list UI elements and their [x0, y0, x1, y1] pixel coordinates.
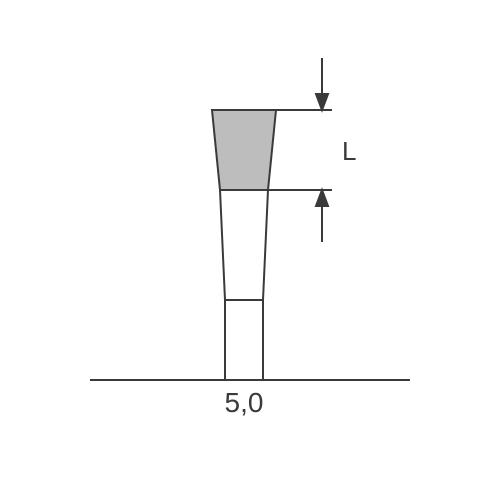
arrowhead-top: [316, 94, 328, 110]
arrowhead-bottom: [316, 190, 328, 206]
head: [212, 110, 276, 190]
dim-label-height: L: [342, 136, 356, 166]
shank: [225, 300, 263, 380]
tool-diagram: L 5,0: [0, 0, 504, 504]
neck: [220, 190, 268, 300]
bottom-value: 5,0: [225, 387, 264, 418]
